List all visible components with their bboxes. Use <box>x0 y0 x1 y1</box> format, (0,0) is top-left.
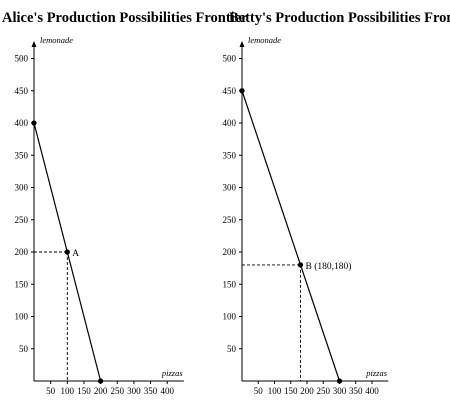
alice-ppf-y-intercept-point <box>31 120 37 126</box>
alice-x-tick-label: 250 <box>111 386 125 396</box>
betty-ppf-x-intercept-point <box>336 378 343 384</box>
betty-y-tick-label: 200 <box>223 247 237 257</box>
betty-y-axis-label: lemonade <box>248 35 281 45</box>
alice-y-tick-label: 450 <box>15 86 29 96</box>
alice-x-tick-label: 350 <box>144 386 158 396</box>
betty-x-tick-label: 100 <box>268 386 282 396</box>
betty-ppf-line <box>241 90 341 382</box>
alice-y-tick-label: 400 <box>15 118 29 128</box>
alice-ppf-panel: Alice's Production Possibilities Frontie… <box>2 10 248 396</box>
betty-y-axis-arrow <box>239 41 245 47</box>
betty-x-tick-label: 200 <box>300 386 314 396</box>
betty-ppf-y-intercept-point <box>239 88 245 94</box>
betty-y-tick-label: 450 <box>223 86 237 96</box>
alice-y-axis-label: lemonade <box>40 35 73 45</box>
alice-y-tick-label: 350 <box>15 150 29 160</box>
alice-y-tick-label: 200 <box>15 247 29 257</box>
alice-y-tick-label: 150 <box>15 279 29 289</box>
betty-x-tick-label: 250 <box>317 386 331 396</box>
betty-point-label: B (180,180) <box>306 261 352 272</box>
alice-x-tick-label: 200 <box>94 386 108 396</box>
betty-y-tick-label: 150 <box>223 279 237 289</box>
alice-x-tick-label: 100 <box>61 386 75 396</box>
alice-x-tick-label: 300 <box>127 386 141 396</box>
betty-x-tick-label: 50 <box>254 386 264 396</box>
alice-y-tick-label: 300 <box>15 183 29 193</box>
alice-y-tick-label: 250 <box>15 215 29 225</box>
alice-x-tick-label: 50 <box>46 386 56 396</box>
betty-x-tick-label: 300 <box>333 386 347 396</box>
alice-ppf-x-intercept-point <box>98 378 104 384</box>
alice-y-tick-label: 50 <box>19 344 29 354</box>
betty-x-tick-label: 350 <box>349 386 363 396</box>
betty-point-marker <box>297 262 304 268</box>
betty-y-tick-label: 250 <box>223 215 237 225</box>
alice-x-tick-label: 150 <box>77 386 91 396</box>
alice-point-marker <box>64 249 70 255</box>
betty-y-tick-label: 100 <box>223 312 237 322</box>
betty-y-tick-label: 300 <box>223 183 237 193</box>
betty-y-tick-label: 50 <box>227 344 237 354</box>
betty-y-tick-label: 500 <box>223 54 237 64</box>
alice-chart-title: Alice's Production Possibilities Frontie… <box>2 10 248 26</box>
alice-point-label: A <box>72 249 79 259</box>
alice-y-axis-arrow <box>31 41 37 47</box>
betty-chart-title: Betty's Production Possibilities Frontie… <box>229 10 450 26</box>
betty-x-axis-label: pizzas <box>365 368 387 378</box>
betty-x-tick-label: 150 <box>284 386 298 396</box>
alice-x-axis-label: pizzas <box>161 368 183 378</box>
betty-y-tick-label: 350 <box>223 150 237 160</box>
alice-y-tick-label: 500 <box>15 54 29 64</box>
alice-x-tick-label: 400 <box>160 386 174 396</box>
betty-x-tick-label: 400 <box>365 386 379 396</box>
betty-y-tick-label: 400 <box>223 118 237 128</box>
alice-y-tick-label: 100 <box>15 312 29 322</box>
betty-ppf-panel: Betty's Production Possibilities Frontie… <box>223 10 450 396</box>
